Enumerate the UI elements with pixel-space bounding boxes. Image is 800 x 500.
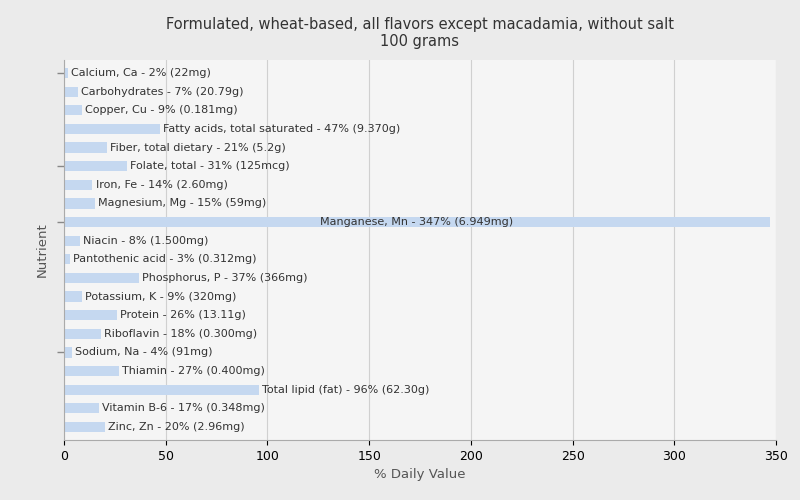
Text: Copper, Cu - 9% (0.181mg): Copper, Cu - 9% (0.181mg)	[86, 106, 238, 116]
Bar	[64, 422, 105, 432]
Title: Formulated, wheat-based, all flavors except macadamia, without salt
100 grams: Formulated, wheat-based, all flavors exc…	[166, 16, 674, 49]
Bar	[64, 310, 117, 320]
Bar	[64, 161, 127, 172]
Bar	[64, 273, 139, 283]
Bar	[64, 217, 770, 227]
Bar	[64, 198, 94, 208]
Bar	[64, 68, 68, 78]
Text: Phosphorus, P - 37% (366mg): Phosphorus, P - 37% (366mg)	[142, 273, 308, 283]
Text: Vitamin B-6 - 17% (0.348mg): Vitamin B-6 - 17% (0.348mg)	[102, 404, 265, 413]
Text: Calcium, Ca - 2% (22mg): Calcium, Ca - 2% (22mg)	[71, 68, 211, 78]
Bar	[64, 180, 93, 190]
Bar	[64, 366, 119, 376]
Text: Thiamin - 27% (0.400mg): Thiamin - 27% (0.400mg)	[122, 366, 265, 376]
Text: Iron, Fe - 14% (2.60mg): Iron, Fe - 14% (2.60mg)	[95, 180, 227, 190]
Bar	[64, 348, 72, 358]
Text: Protein - 26% (13.11g): Protein - 26% (13.11g)	[120, 310, 246, 320]
Text: Carbohydrates - 7% (20.79g): Carbohydrates - 7% (20.79g)	[82, 86, 244, 97]
Text: Sodium, Na - 4% (91mg): Sodium, Na - 4% (91mg)	[75, 348, 213, 358]
Bar	[64, 403, 98, 413]
Text: Riboflavin - 18% (0.300mg): Riboflavin - 18% (0.300mg)	[104, 329, 257, 339]
Bar	[64, 86, 78, 97]
Text: Fatty acids, total saturated - 47% (9.370g): Fatty acids, total saturated - 47% (9.37…	[162, 124, 400, 134]
Bar	[64, 292, 82, 302]
Text: Pantothenic acid - 3% (0.312mg): Pantothenic acid - 3% (0.312mg)	[73, 254, 257, 264]
Text: Fiber, total dietary - 21% (5.2g): Fiber, total dietary - 21% (5.2g)	[110, 142, 286, 152]
Text: Manganese, Mn - 347% (6.949mg): Manganese, Mn - 347% (6.949mg)	[320, 217, 514, 227]
Bar	[64, 384, 259, 395]
Text: Zinc, Zn - 20% (2.96mg): Zinc, Zn - 20% (2.96mg)	[108, 422, 244, 432]
Bar	[64, 142, 106, 152]
X-axis label: % Daily Value: % Daily Value	[374, 468, 466, 481]
Bar	[64, 254, 70, 264]
Y-axis label: Nutrient: Nutrient	[36, 222, 49, 278]
Bar	[64, 328, 101, 339]
Bar	[64, 105, 82, 116]
Bar	[64, 236, 80, 246]
Text: Total lipid (fat) - 96% (62.30g): Total lipid (fat) - 96% (62.30g)	[262, 384, 430, 394]
Bar	[64, 124, 160, 134]
Text: Potassium, K - 9% (320mg): Potassium, K - 9% (320mg)	[86, 292, 237, 302]
Text: Magnesium, Mg - 15% (59mg): Magnesium, Mg - 15% (59mg)	[98, 198, 266, 208]
Text: Folate, total - 31% (125mcg): Folate, total - 31% (125mcg)	[130, 161, 290, 171]
Text: Niacin - 8% (1.500mg): Niacin - 8% (1.500mg)	[83, 236, 209, 246]
